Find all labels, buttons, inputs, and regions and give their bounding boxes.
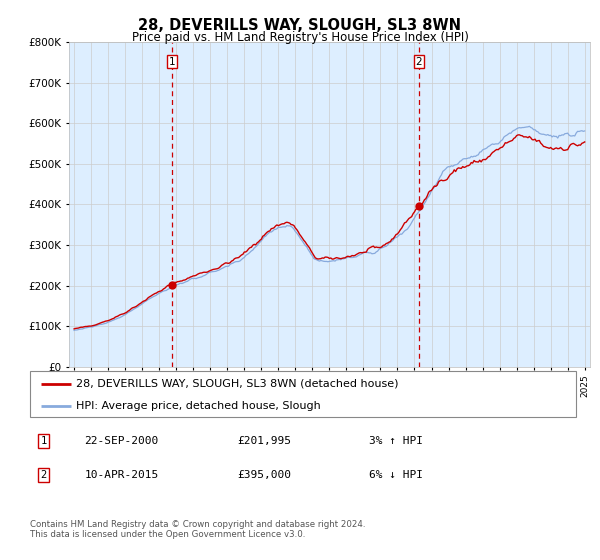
Text: 28, DEVERILLS WAY, SLOUGH, SL3 8WN: 28, DEVERILLS WAY, SLOUGH, SL3 8WN	[139, 18, 461, 33]
Text: 3% ↑ HPI: 3% ↑ HPI	[368, 436, 422, 446]
Text: £395,000: £395,000	[238, 470, 292, 480]
Text: HPI: Average price, detached house, Slough: HPI: Average price, detached house, Slou…	[76, 401, 321, 410]
FancyBboxPatch shape	[30, 371, 576, 417]
Text: 1: 1	[169, 57, 175, 67]
Text: 10-APR-2015: 10-APR-2015	[85, 470, 159, 480]
Text: 6% ↓ HPI: 6% ↓ HPI	[368, 470, 422, 480]
Text: 22-SEP-2000: 22-SEP-2000	[85, 436, 159, 446]
Text: 28, DEVERILLS WAY, SLOUGH, SL3 8WN (detached house): 28, DEVERILLS WAY, SLOUGH, SL3 8WN (deta…	[76, 379, 399, 389]
Text: 2: 2	[41, 470, 47, 480]
Text: 2: 2	[415, 57, 422, 67]
Text: Price paid vs. HM Land Registry's House Price Index (HPI): Price paid vs. HM Land Registry's House …	[131, 31, 469, 44]
Text: 1: 1	[41, 436, 47, 446]
Text: £201,995: £201,995	[238, 436, 292, 446]
Text: Contains HM Land Registry data © Crown copyright and database right 2024.
This d: Contains HM Land Registry data © Crown c…	[30, 520, 365, 539]
